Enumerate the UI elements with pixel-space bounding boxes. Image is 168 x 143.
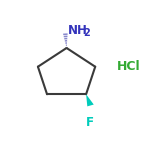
Text: F: F: [86, 116, 94, 129]
Polygon shape: [86, 94, 94, 106]
Text: NH: NH: [68, 24, 88, 37]
Text: HCl: HCl: [117, 60, 141, 73]
Text: 2: 2: [83, 28, 90, 38]
